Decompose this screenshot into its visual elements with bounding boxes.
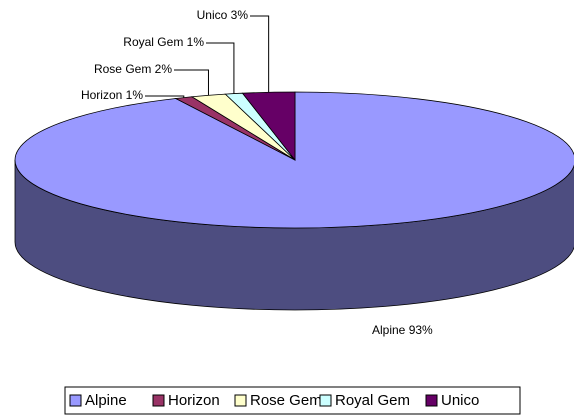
leader-line <box>145 95 185 98</box>
data-label: Rose Gem 2% <box>94 62 172 76</box>
legend-swatch <box>425 394 438 407</box>
leader-line <box>174 69 209 96</box>
data-label: Unico 3% <box>197 8 249 22</box>
legend-label: Alpine <box>85 392 127 409</box>
data-label: Alpine 93% <box>372 323 433 337</box>
legend-swatch <box>234 394 247 407</box>
legend-swatch <box>69 394 82 407</box>
legend-swatch <box>319 394 332 407</box>
legend-label: Royal Gem <box>335 392 410 409</box>
slice <box>241 91 296 162</box>
data-label: Royal Gem 1% <box>123 35 204 49</box>
leader-line <box>206 42 235 94</box>
legend-box <box>64 386 521 415</box>
legend-label: Horizon <box>168 392 220 409</box>
legend-swatch <box>152 394 165 407</box>
leader-line <box>250 15 270 93</box>
legend-label: Unico <box>441 392 479 409</box>
data-label: Horizon 1% <box>81 88 143 102</box>
legend-label: Rose Gem <box>250 392 322 409</box>
